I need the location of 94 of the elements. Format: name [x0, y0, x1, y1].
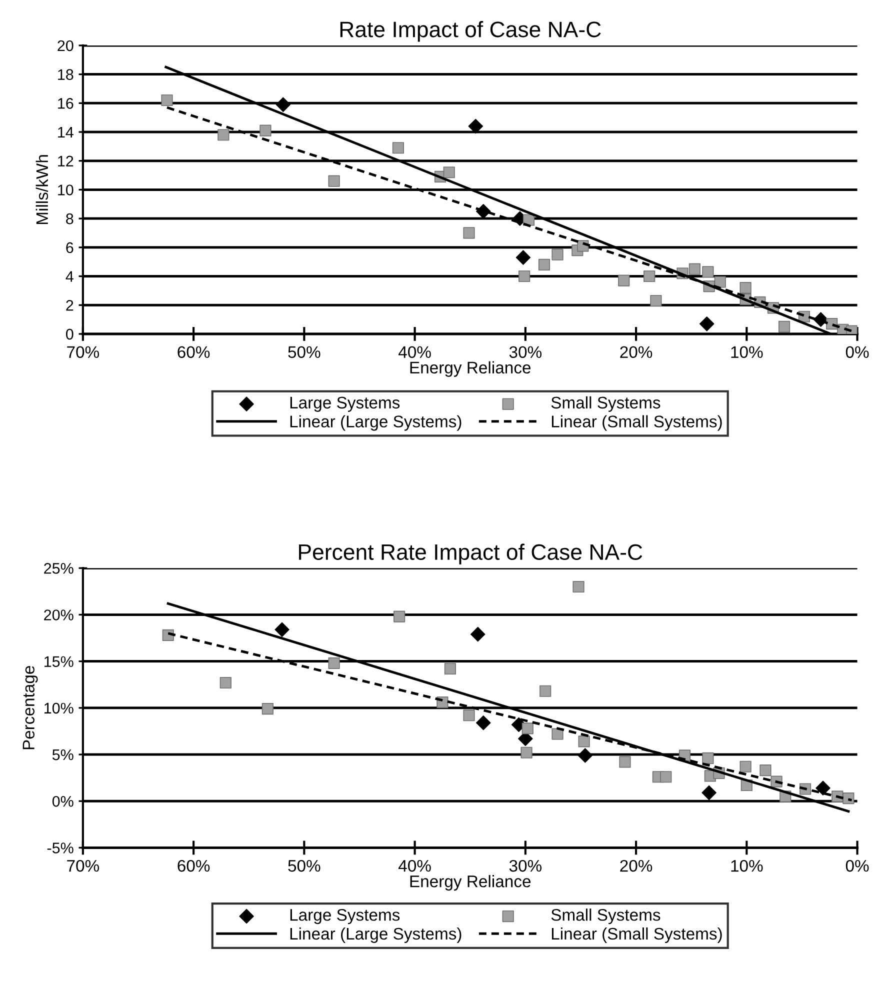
x-tick-label: 30%: [509, 346, 542, 358]
point: [644, 270, 656, 282]
point: [714, 276, 726, 288]
point: [778, 320, 790, 333]
y-tick-label: 20: [58, 40, 74, 52]
x-tick-label: 40%: [398, 860, 431, 872]
y-axis-title: Percentage: [22, 666, 38, 750]
legend-label: Linear (Small Systems): [552, 415, 722, 431]
y-tick-label: 18: [58, 69, 74, 80]
point: [702, 752, 714, 764]
y-tick-label: 16: [58, 98, 74, 109]
point: [760, 764, 772, 776]
x-tick-label: 0%: [846, 346, 869, 358]
point: [522, 722, 534, 734]
legend-label: Large Systems: [290, 396, 400, 412]
point: [740, 760, 752, 772]
point: [328, 657, 340, 669]
x-tick-label: 60%: [178, 860, 210, 872]
point: [688, 263, 700, 275]
y-tick-label: 0%: [52, 796, 74, 807]
x-tick-label: 50%: [288, 346, 320, 358]
legend-label: Linear (Large Systems): [290, 927, 462, 943]
y-tick-label: 14: [58, 127, 74, 138]
x-tick-label: 40%: [398, 346, 431, 358]
y-tick-label: 8: [66, 213, 74, 224]
point: [516, 250, 531, 265]
x-axis-title: Energy Reliance: [410, 361, 531, 377]
y-tick-label: 4: [66, 271, 74, 282]
point: [260, 124, 272, 136]
point: [443, 166, 455, 178]
point: [463, 227, 475, 239]
legend-label: Small Systems: [551, 396, 660, 412]
point: [540, 685, 552, 697]
point: [552, 728, 564, 740]
x-tick-label: 50%: [288, 860, 320, 872]
x-tick-label: 70%: [67, 346, 100, 358]
chart-title: Percent Rate Impact of Case NA-C: [299, 544, 642, 564]
chart-title: Rate Impact of Case NA-C: [340, 21, 601, 42]
y-tick-label: 15%: [44, 656, 74, 667]
y-tick-label: 6: [66, 242, 74, 254]
x-tick-label: 10%: [731, 860, 763, 872]
point: [702, 785, 716, 800]
y-tick-label: 5%: [52, 749, 74, 760]
point: [520, 746, 532, 758]
y-tick-label: 12: [58, 156, 74, 166]
point: [660, 771, 672, 783]
point: [578, 748, 593, 763]
point: [650, 294, 662, 307]
y-tick-label: 0: [66, 328, 74, 340]
point: [161, 94, 173, 106]
x-tick-label: 60%: [178, 346, 210, 358]
y-tick-label: 10%: [44, 702, 74, 714]
point: [816, 780, 830, 796]
point: [463, 710, 475, 722]
point: [392, 142, 404, 154]
x-axis-title: Energy Reliance: [410, 875, 531, 891]
point: [518, 270, 530, 282]
legend-label: Linear (Large Systems): [290, 415, 462, 431]
y-tick-label: -5%: [47, 842, 74, 854]
legend-label: Large Systems: [290, 909, 400, 924]
y-tick-label: 20%: [44, 610, 74, 620]
point: [220, 676, 232, 689]
y-axis-title: Mills/kWh: [36, 155, 48, 224]
point: [470, 626, 486, 642]
y-tick-label: 25%: [44, 562, 74, 574]
x-tick-label: 30%: [509, 860, 542, 872]
point: [702, 266, 714, 278]
point: [699, 316, 714, 332]
point: [842, 792, 854, 804]
point: [578, 736, 590, 748]
point: [444, 662, 456, 675]
point: [572, 580, 584, 593]
point: [538, 258, 550, 271]
point: [468, 118, 484, 134]
point: [274, 622, 290, 637]
point: [618, 274, 630, 286]
point: [552, 248, 564, 260]
point: [394, 610, 406, 622]
point: [276, 97, 291, 112]
legend-label: Linear (Small Systems): [552, 927, 722, 943]
y-tick-label: 2: [66, 300, 74, 311]
point: [218, 129, 230, 141]
point: [328, 175, 340, 187]
legend-label: Small Systems: [551, 908, 660, 924]
y-tick-label: 10: [58, 184, 74, 196]
point: [476, 715, 491, 730]
point: [262, 703, 274, 715]
x-tick-label: 0%: [846, 860, 869, 872]
point: [740, 282, 752, 294]
x-tick-label: 10%: [731, 346, 763, 358]
point: [619, 756, 631, 768]
x-tick-label: 20%: [620, 346, 652, 358]
x-tick-label: 70%: [67, 860, 100, 872]
x-tick-label: 20%: [620, 860, 652, 872]
